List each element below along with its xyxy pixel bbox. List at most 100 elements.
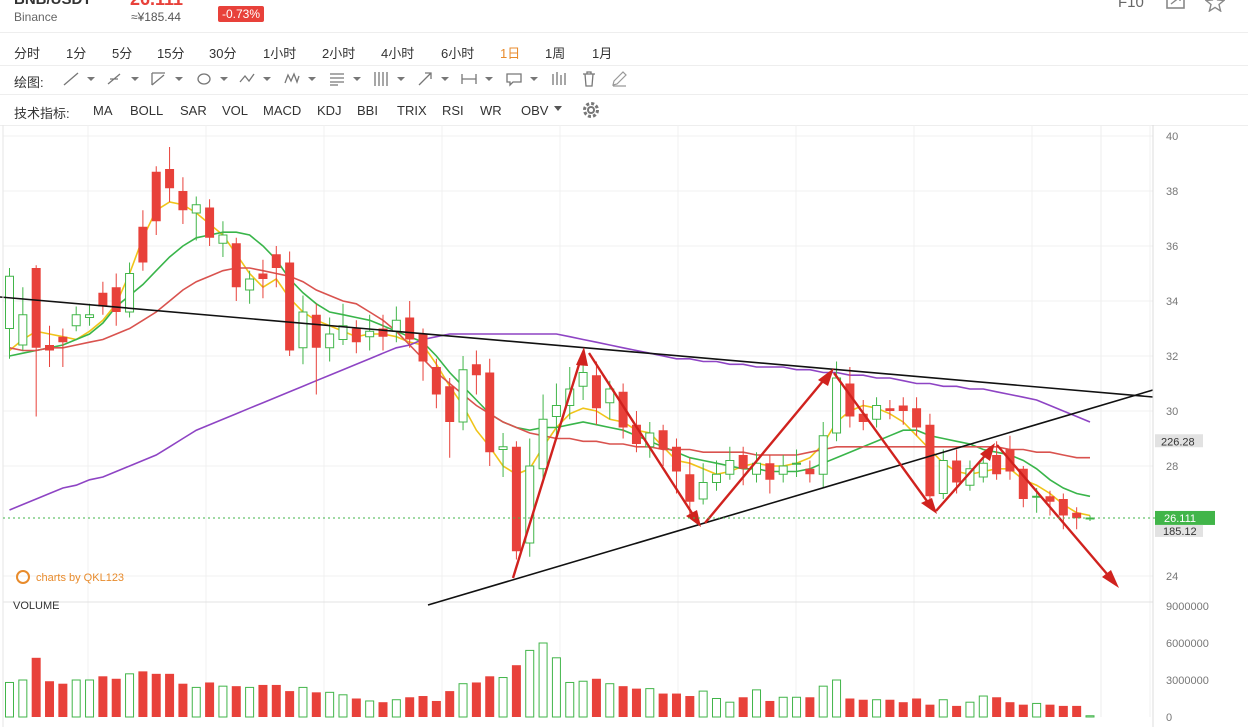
volume-bar[interactable] — [125, 673, 135, 718]
volume-bar[interactable] — [178, 683, 188, 717]
zigzag-arrow[interactable] — [704, 374, 829, 524]
period-tab[interactable]: 4小时 — [381, 46, 415, 61]
volume-bar[interactable] — [298, 686, 308, 718]
volume-bar[interactable] — [578, 680, 588, 718]
gann-tool-icon[interactable] — [372, 70, 408, 88]
indicator-wr[interactable]: WR — [480, 103, 502, 118]
candle[interactable] — [912, 397, 922, 436]
candle[interactable] — [311, 303, 321, 395]
volume-bar[interactable] — [538, 642, 548, 718]
trendline-tool-icon[interactable] — [62, 70, 98, 88]
indicator-obv[interactable]: OBV — [521, 103, 549, 118]
candle[interactable] — [498, 433, 508, 477]
candle[interactable] — [18, 287, 28, 351]
volume-bar[interactable] — [925, 704, 935, 717]
indicator-vol[interactable]: VOL — [222, 103, 249, 118]
candle[interactable] — [1072, 507, 1082, 530]
volume-bar[interactable] — [285, 691, 295, 717]
volume-bar[interactable] — [245, 686, 255, 718]
candle[interactable] — [231, 237, 241, 301]
volume-bar[interactable] — [485, 676, 495, 717]
trash-icon[interactable] — [580, 70, 600, 88]
candle[interactable] — [658, 424, 668, 466]
candle[interactable] — [378, 314, 388, 351]
volume-bar[interactable] — [565, 681, 575, 718]
indicator-boll[interactable]: BOLL — [130, 103, 164, 118]
candle[interactable] — [245, 270, 255, 304]
volume-bar[interactable] — [1072, 705, 1082, 717]
volume-bar[interactable] — [418, 696, 428, 717]
chevron-down-icon[interactable] — [553, 105, 563, 123]
volume-bar[interactable] — [805, 697, 815, 717]
volume-bar[interactable] — [605, 683, 615, 718]
volume-bar[interactable] — [405, 697, 415, 717]
zigzag-arrow[interactable] — [935, 449, 991, 512]
volume-bar[interactable] — [778, 696, 788, 718]
candle[interactable] — [471, 350, 481, 395]
candle[interactable] — [58, 328, 68, 368]
descending-trendline[interactable] — [0, 296, 1154, 398]
volume-bar[interactable] — [71, 679, 81, 718]
volume-bar[interactable] — [912, 698, 922, 718]
zigzag-arrow[interactable] — [833, 372, 933, 509]
ascending-trendline[interactable] — [427, 389, 1154, 606]
candle[interactable] — [111, 273, 121, 326]
period-tab[interactable]: 1月 — [592, 46, 613, 61]
volume-bar[interactable] — [231, 686, 241, 717]
volume-bar[interactable] — [458, 683, 468, 718]
star-icon[interactable] — [1205, 0, 1225, 12]
chart-area[interactable]: 40 38 36 34 32 30 28 24 9000000 6000000 3000000 0 26… — [0, 125, 1248, 727]
volume-bar[interactable] — [111, 678, 121, 717]
period-tab[interactable]: 15分 — [157, 46, 185, 61]
volume-bar[interactable] — [1058, 705, 1068, 717]
volume-bar[interactable] — [1018, 704, 1028, 717]
candle[interactable] — [45, 325, 55, 367]
volume-bar[interactable] — [698, 690, 708, 718]
volume-bar[interactable] — [271, 684, 281, 717]
candle[interactable] — [778, 455, 788, 483]
volume-bar[interactable] — [845, 698, 855, 718]
volume-bar[interactable] — [498, 677, 508, 718]
volume-bar[interactable] — [378, 702, 388, 717]
candle[interactable] — [631, 411, 641, 453]
period-tab[interactable]: 5分 — [112, 46, 133, 61]
candle[interactable] — [765, 455, 775, 494]
candle[interactable] — [885, 400, 895, 420]
candle[interactable] — [752, 452, 762, 483]
volume-bar[interactable] — [1045, 704, 1055, 717]
candle[interactable] — [1018, 466, 1028, 508]
volume-bar[interactable] — [151, 673, 161, 717]
candle[interactable] — [285, 251, 295, 357]
candle[interactable] — [725, 446, 735, 480]
candle[interactable] — [898, 397, 908, 425]
candle[interactable] — [151, 166, 161, 235]
volume-bar[interactable] — [631, 688, 641, 717]
volume-bar[interactable] — [431, 700, 441, 717]
candle[interactable] — [818, 422, 828, 488]
volume-bar[interactable] — [978, 695, 988, 718]
volume-bar[interactable] — [738, 697, 748, 717]
candle[interactable] — [872, 397, 882, 428]
volume-bar[interactable] — [325, 691, 335, 718]
ray-tool-icon[interactable] — [106, 70, 142, 88]
channel-tool-icon[interactable] — [150, 70, 186, 88]
volume-bar[interactable] — [1032, 702, 1042, 718]
gear-icon[interactable] — [582, 101, 600, 119]
candle[interactable] — [1045, 490, 1055, 516]
volume-bar[interactable] — [818, 685, 828, 718]
volume-bar[interactable] — [618, 686, 628, 717]
volume-bar[interactable] — [671, 693, 681, 717]
volume-bar[interactable] — [752, 689, 762, 718]
candle[interactable] — [165, 147, 175, 202]
volume-bar[interactable] — [952, 705, 962, 717]
f10-button[interactable]: F10 — [1118, 0, 1144, 11]
candle[interactable] — [992, 441, 1002, 480]
volume-bar[interactable] — [138, 671, 148, 717]
indicator-trix[interactable]: TRIX — [397, 103, 427, 118]
volume-bar[interactable] — [338, 694, 348, 718]
measure-tool-icon[interactable] — [460, 70, 496, 88]
wave-tool-icon[interactable] — [283, 70, 319, 88]
period-tab[interactable]: 1周 — [545, 46, 566, 61]
candle[interactable] — [138, 210, 148, 271]
indicator-kdj[interactable]: KDJ — [317, 103, 342, 118]
